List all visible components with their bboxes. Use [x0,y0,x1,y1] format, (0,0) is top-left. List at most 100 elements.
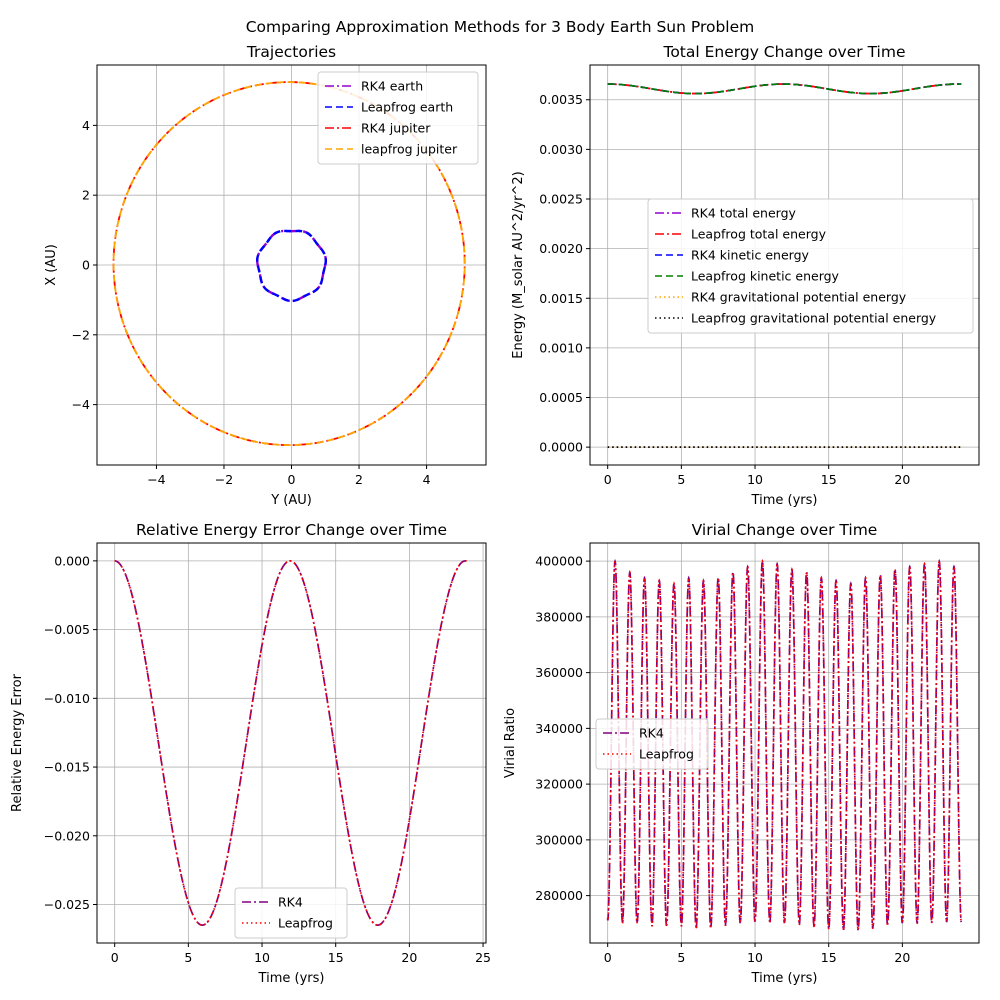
trajectories-ytick-label: 4 [82,118,90,133]
relative-error-xtick-label: 0 [111,950,119,965]
legend-label-leapfrog-earth: Leapfrog earth [361,100,453,115]
trajectories-panel: −4 −2 0 2 4 −4 −2 0 2 4 Trajectories Y (AU) X (AU… [44,43,487,508]
virial-ytick-label: 340000 [535,721,583,736]
virial-ytick-label: 300000 [535,832,583,847]
trajectories-ytick-label: 0 [82,258,90,273]
energy-legend: RK4 total energy Leapfrog total energy RK4… [647,198,974,334]
relative-error-plot-area [114,560,469,926]
legend-label-rk4-total-energy: RK4 total energy [691,206,797,221]
energy-axes-frame [589,64,980,466]
relative-error-ylabel: Relative Energy Error [10,673,25,812]
energy-xlabel: Time (yrs) [751,493,818,508]
trajectories-xtick-label: −2 [215,472,233,487]
relative-error-ytick-label: −0.010 [44,691,90,706]
virial-xlabel: Time (yrs) [751,971,818,986]
virial-xtick-label: 20 [894,950,910,965]
virial-xtick-label: 10 [747,950,763,965]
trajectories-legend: RK4 earth Leapfrog earth RK4 jupiter leapf… [317,71,479,165]
series-leapfrog [606,558,963,931]
energy-ytick-label: 0.0020 [539,241,583,256]
relative-error-ytick-label: −0.005 [44,622,90,637]
legend-box [647,198,974,334]
legend-box [234,887,348,939]
relative-error-xtick-label: 5 [184,950,192,965]
relative-error-ytick-label: −0.025 [44,897,90,912]
trajectories-xtick-label: −4 [147,472,165,487]
trajectories-ytick-label: −4 [72,397,90,412]
virial-ytick-label: 380000 [535,609,583,624]
legend-label-rk4-gravitational-potential-energy: RK4 gravitational potential energy [691,290,907,305]
legend-label-rk4-jupiter: RK4 jupiter [361,121,431,136]
energy-xtick-label: 20 [894,472,910,487]
relative-error-ticks: 0 5 10 15 20 25 0.000 −0.005 −0.010 −0.015 −0.020 −… [44,553,491,965]
energy-xtick-label: 0 [604,472,612,487]
legend-box [317,71,479,165]
legend-label-rk4: RK4 [639,726,664,741]
energy-ytick-label: 0.0035 [539,92,583,107]
virial-plot-area [606,558,963,931]
relative-error-xtick-label: 10 [254,950,270,965]
virial-ytick-label: 360000 [535,665,583,680]
legend-box [595,718,709,770]
trajectories-xtick-label: 0 [288,472,296,487]
virial-panel: 0 5 10 15 20 280000 300000 320000 340000 360000 38… [503,521,980,986]
legend-label-leapfrog-gravitational-potential-energy: Leapfrog gravitational potential energy [691,311,937,326]
energy-ticks: 0 5 10 15 20 0.0000 0.0005 0.0010 0.0015 0.0020 0.… [539,92,910,487]
relative-error-xlabel: Time (yrs) [258,971,325,986]
legend-label-leapfrog-total-energy: Leapfrog total energy [691,227,827,242]
virial-legend: RK4 Leapfrog [595,718,709,770]
energy-ytick-label: 0.0015 [539,291,583,306]
trajectories-ytick-label: −2 [72,327,90,342]
relative-error-panel: 0 5 10 15 20 25 0.000 −0.005 −0.010 −0.015 −0.020 −… [10,521,491,986]
energy-ytick-label: 0.0025 [539,191,583,206]
virial-xtick-label: 15 [821,950,837,965]
trajectories-xtick-label: 4 [423,472,431,487]
series-leapfrog-kinetic-energy [607,83,962,95]
energy-xtick-label: 5 [677,472,685,487]
trajectories-xlabel: Y (AU) [270,493,312,508]
energy-title: Total Energy Change over Time [662,43,905,61]
virial-xtick-label: 5 [677,950,685,965]
figure-suptitle: Comparing Approximation Methods for 3 Bo… [246,18,755,36]
relative-error-ytick-label: −0.020 [44,828,90,843]
virial-ticks: 0 5 10 15 20 280000 300000 320000 340000 360000 38… [535,554,910,965]
virial-ytick-label: 320000 [535,777,583,792]
legend-label-leapfrog-kinetic-energy: Leapfrog kinetic energy [691,269,840,284]
virial-ytick-label: 400000 [535,554,583,569]
relative-error-xtick-label: 15 [328,950,344,965]
energy-plot-area [607,83,962,448]
virial-axes-frame [589,542,980,944]
trajectories-ytick-label: 2 [82,188,90,203]
legend-label-rk4-earth: RK4 earth [361,79,423,94]
trajectories-ticks: −4 −2 0 2 4 −4 −2 0 2 4 [72,118,431,487]
series-rk4 [114,560,469,926]
trajectories-ylabel: X (AU) [44,244,59,286]
energy-ytick-label: 0.0000 [539,440,583,455]
energy-ytick-label: 0.0005 [539,390,583,405]
energy-ylabel: Energy (M_solar AU^2/yr^2) [511,171,526,358]
energy-panel: 0 5 10 15 20 0.0000 0.0005 0.0010 0.0015 0.0020 0.… [511,43,980,508]
legend-label-leapfrog: Leapfrog [278,916,333,931]
trajectories-xtick-label: 2 [355,472,363,487]
legend-label-leapfrog: Leapfrog [639,747,694,762]
virial-xtick-label: 0 [604,950,612,965]
legend-label-rk4-kinetic-energy: RK4 kinetic energy [691,248,810,263]
energy-xtick-label: 10 [747,472,763,487]
relative-error-title: Relative Energy Error Change over Time [136,521,447,539]
legend-label-rk4: RK4 [278,895,303,910]
orbit-leapfrog-earth [256,229,327,303]
energy-xtick-label: 15 [821,472,837,487]
relative-error-ytick-label: 0.000 [54,553,90,568]
trajectories-title: Trajectories [246,43,336,61]
energy-ytick-label: 0.0010 [539,340,583,355]
virial-ylabel: Virial Ratio [503,708,518,778]
energy-ytick-label: 0.0030 [539,142,583,157]
relative-error-xtick-label: 20 [401,950,417,965]
relative-error-legend: RK4 Leapfrog [234,887,348,939]
relative-error-xtick-label: 25 [475,950,491,965]
virial-title: Virial Change over Time [692,521,878,539]
relative-error-ytick-label: −0.015 [44,760,90,775]
relative-error-axes-frame [96,542,487,944]
relative-error-grid [97,543,486,943]
